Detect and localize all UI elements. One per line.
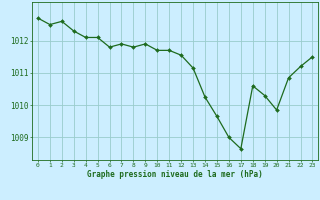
X-axis label: Graphe pression niveau de la mer (hPa): Graphe pression niveau de la mer (hPa) (87, 170, 263, 179)
